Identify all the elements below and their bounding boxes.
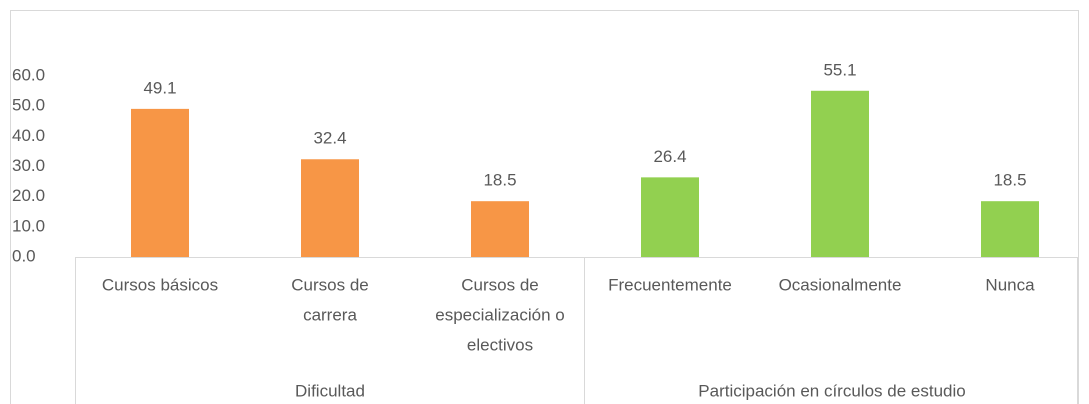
y-tick-label: 40.0 xyxy=(12,126,45,145)
bar xyxy=(301,159,359,257)
chart-border xyxy=(10,10,1079,404)
x-tick-label: carrera xyxy=(303,305,357,324)
data-label: 18.5 xyxy=(483,171,516,190)
group-label: Participación en círculos de estudio xyxy=(698,381,965,400)
x-tick-label: especialización o xyxy=(435,305,564,324)
y-tick-label: 50.0 xyxy=(12,96,45,115)
x-tick-label: Nunca xyxy=(985,275,1035,294)
bar xyxy=(471,201,529,257)
x-tick-label: Ocasionalmente xyxy=(779,275,902,294)
bar xyxy=(981,201,1039,257)
y-tick-label: 10.0 xyxy=(12,216,45,235)
group-label: Dificultad xyxy=(295,381,365,400)
x-tick-label: Cursos de xyxy=(461,275,538,294)
data-label: 26.4 xyxy=(653,147,686,166)
x-tick-label: Cursos básicos xyxy=(102,275,218,294)
data-label: 49.1 xyxy=(143,78,176,97)
y-tick-label: 60.0 xyxy=(12,65,45,84)
y-tick-label: 30.0 xyxy=(12,156,45,175)
y-tick-label: 20.0 xyxy=(12,186,45,205)
data-label: 55.1 xyxy=(823,60,856,79)
data-label: 32.4 xyxy=(313,129,346,148)
x-tick-label: Cursos de xyxy=(291,275,368,294)
y-tick-label: 0.0 xyxy=(12,246,36,265)
bar xyxy=(131,108,189,257)
data-label: 18.5 xyxy=(993,171,1026,190)
bar xyxy=(811,90,869,257)
x-tick-label: Frecuentemente xyxy=(608,275,732,294)
bar xyxy=(641,177,699,257)
x-tick-label: electivos xyxy=(467,335,533,354)
